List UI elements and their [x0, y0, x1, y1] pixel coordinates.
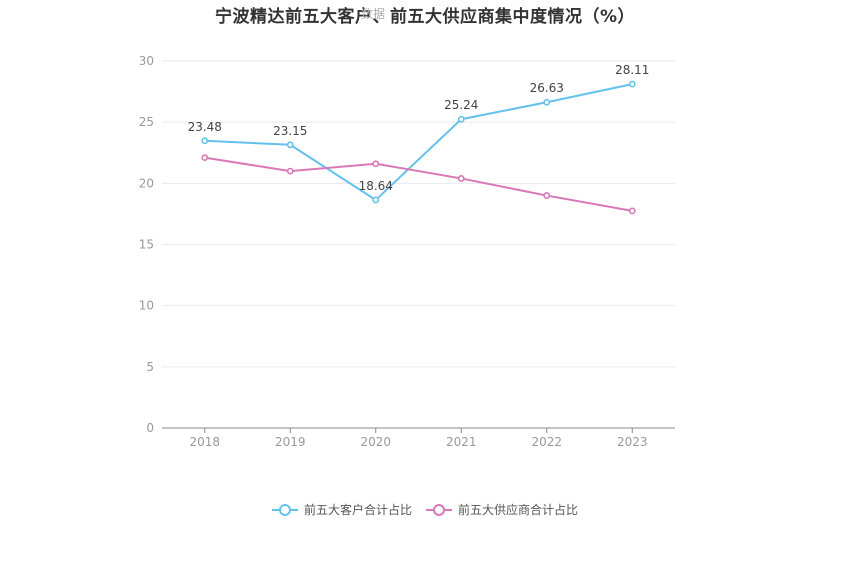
y-tick-label-5: 5 — [146, 360, 154, 374]
chart-title: 宁波精达前五大客户、前五大供应商集中度情况（%） — [214, 7, 636, 27]
x-tick-label-2020: 2020 — [360, 435, 391, 449]
x-tick-label-2023: 2023 — [617, 435, 648, 449]
data-point-1-2018 — [201, 154, 209, 162]
data-point-1-2022 — [543, 192, 551, 199]
y-tick-label-20: 20 — [139, 176, 154, 190]
legend-label-customers: 前五大客户合计占比 — [303, 503, 412, 517]
data-point-0-2018 — [201, 137, 209, 145]
x-tick-label-2022: 2022 — [531, 435, 562, 449]
data-label-0-2018: 23.48 — [188, 120, 222, 134]
data-point-1-2023 — [628, 207, 636, 215]
data-label-0-2022: 26.63 — [530, 81, 564, 95]
data-point-1-2020 — [372, 160, 380, 168]
series-line-1 — [204, 156, 633, 212]
watermark: 数据 — [361, 7, 386, 21]
y-tick-label-15: 15 — [139, 238, 154, 252]
x-tick-label-2021: 2021 — [446, 435, 477, 449]
data-label-0-2019: 23.15 — [273, 124, 307, 138]
legend-item-suppliers[interactable]: 前五大供应商合计占比 — [426, 501, 578, 518]
y-tick-label-30: 30 — [139, 54, 154, 68]
y-tick-label-10: 10 — [139, 299, 154, 313]
data-point-0-2020 — [372, 196, 380, 204]
x-tick-label-2019: 2019 — [275, 435, 306, 449]
data-point-0-2021 — [457, 115, 465, 123]
legend-marker-customers — [271, 503, 298, 516]
y-tick-label-25: 25 — [139, 115, 154, 129]
legend-marker-suppliers — [426, 503, 452, 516]
data-point-0-2019 — [286, 141, 294, 149]
data-label-0-2021: 25.24 — [444, 98, 478, 112]
data-point-0-2022 — [543, 98, 551, 106]
legend: 前五大客户合计占比 前五大供应商合计占比 — [0, 501, 850, 518]
data-label-0-2020: 18.64 — [359, 179, 393, 193]
legend-label-suppliers: 前五大供应商合计占比 — [458, 503, 579, 517]
data-point-1-2019 — [286, 167, 294, 175]
data-point-0-2023 — [628, 80, 636, 88]
legend-item-customers[interactable]: 前五大客户合计占比 — [271, 501, 412, 518]
y-tick-label-0: 0 — [146, 421, 154, 435]
data-point-1-2021 — [457, 175, 465, 182]
series-line-0 — [204, 83, 633, 202]
data-label-0-2023: 28.11 — [615, 63, 649, 77]
x-tick-label-2018: 2018 — [189, 435, 220, 449]
